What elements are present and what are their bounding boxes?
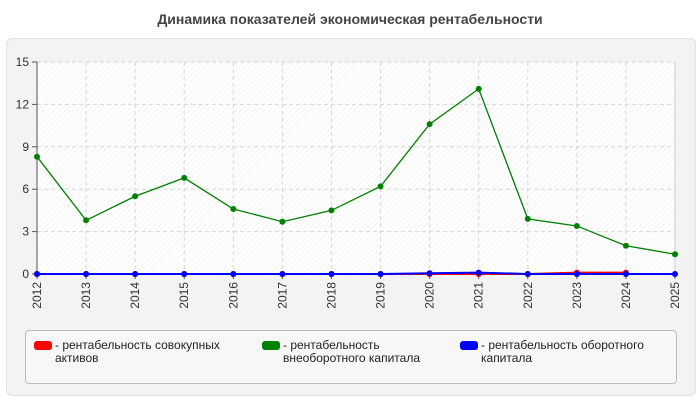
- data-point: [328, 207, 335, 214]
- data-point: [230, 205, 237, 212]
- x-tick-label: 2020: [423, 282, 437, 309]
- data-point: [622, 242, 629, 249]
- data-point: [181, 174, 188, 181]
- legend-item-current-capital: - рентабельность оборотного капитала: [460, 339, 670, 365]
- x-tick-label: 2017: [275, 282, 289, 309]
- x-tick-label: 2012: [30, 282, 44, 309]
- data-point: [132, 271, 139, 277]
- x-tick-label: 2025: [668, 282, 682, 309]
- x-tick-label: 2024: [619, 282, 633, 309]
- data-point: [181, 271, 188, 277]
- data-point: [426, 121, 433, 128]
- data-point: [573, 222, 580, 229]
- x-tick-label: 2022: [521, 282, 535, 309]
- x-tick-label: 2013: [79, 282, 93, 309]
- data-point: [377, 183, 384, 190]
- legend-swatch-red: [34, 341, 52, 350]
- series-line-2: [37, 271, 675, 275]
- data-point: [230, 271, 237, 277]
- x-tick-label: 2016: [226, 282, 240, 309]
- legend-label: - рентабельность оборотного капитала: [481, 338, 644, 365]
- data-point: [475, 269, 482, 276]
- plot-area: [37, 62, 675, 274]
- data-point: [34, 271, 40, 277]
- series-line-1: [36, 87, 676, 255]
- legend-swatch-blue: [460, 341, 478, 350]
- legend-label: - рентабельность совокупных активов: [55, 338, 220, 365]
- data-point: [524, 215, 531, 222]
- chart-title: Динамика показателей экономическая рента…: [157, 11, 543, 27]
- chart-legend: - рентабельность совокупных активов - ре…: [25, 330, 677, 384]
- y-tick-label: 15: [16, 55, 30, 69]
- data-point: [279, 271, 286, 277]
- data-point: [83, 217, 90, 224]
- data-point: [279, 218, 286, 225]
- x-tick-label: 2015: [177, 282, 191, 309]
- data-point: [328, 271, 335, 277]
- legend-label: - рентабельность внеоборотного капитала: [283, 338, 420, 365]
- data-point: [426, 270, 433, 277]
- x-tick-label: 2023: [570, 282, 584, 309]
- legend-item-noncurrent-capital: - рентабельность внеоборотного капитала: [262, 339, 462, 365]
- x-tick-label: 2014: [128, 282, 142, 309]
- y-tick-label: 0: [22, 267, 29, 281]
- data-point: [34, 153, 40, 160]
- data-point: [672, 251, 678, 258]
- y-tick-label: 3: [22, 225, 29, 239]
- y-tick-label: 12: [16, 97, 30, 111]
- legend-swatch-green: [262, 341, 280, 350]
- data-point: [622, 271, 629, 277]
- x-tick-label: 2021: [472, 282, 486, 309]
- data-point: [475, 85, 482, 92]
- data-point: [83, 271, 90, 277]
- data-point: [672, 271, 678, 277]
- legend-item-total-assets: - рентабельность совокупных активов: [34, 339, 244, 365]
- data-point: [377, 271, 384, 277]
- data-point: [132, 193, 139, 200]
- y-tick-label: 6: [22, 182, 29, 196]
- x-tick-label: 2018: [324, 282, 338, 309]
- data-point: [524, 271, 531, 277]
- x-tick-label: 2019: [374, 282, 388, 309]
- y-tick-label: 9: [22, 140, 29, 154]
- data-point: [573, 271, 580, 277]
